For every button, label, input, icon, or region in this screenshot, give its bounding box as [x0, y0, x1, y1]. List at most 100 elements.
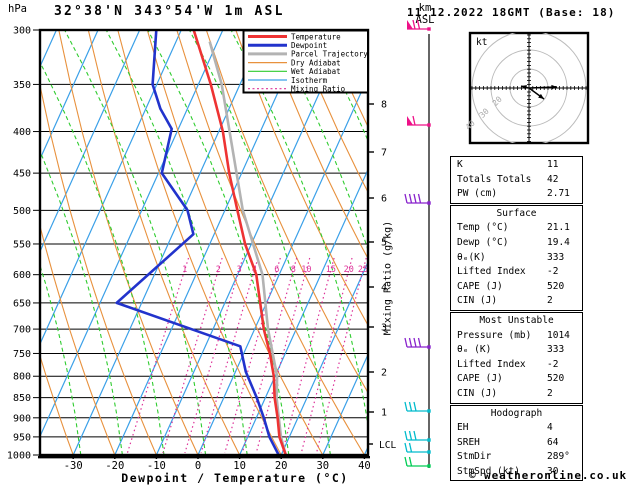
svg-text:1000: 1000: [7, 451, 31, 462]
dry-adiabat: [235, 30, 368, 327]
datetime-label: 11.12.2022 18GMT (Base: 18): [407, 6, 616, 19]
dry-adiabat: [40, 223, 116, 455]
stat-value: 2: [547, 387, 553, 399]
svg-text:10: 10: [301, 265, 311, 275]
wind-barb: [404, 456, 431, 468]
lcl-label: LCL: [379, 440, 396, 451]
stat-value: 333: [547, 344, 565, 356]
isotherm: [322, 353, 368, 455]
stat-label: Totals Totals: [457, 173, 532, 185]
wind-barb: [404, 337, 431, 349]
svg-text:5: 5: [381, 238, 387, 249]
svg-text:900: 900: [13, 413, 31, 424]
mixing-ratio-line: [315, 257, 367, 454]
stat-row: Dewp (°C) 19.4: [451, 236, 582, 251]
stat-label: CIN (J): [457, 387, 498, 399]
svg-text:40: 40: [358, 460, 371, 472]
stat-label: Lifted Index: [457, 358, 526, 370]
stat-row: CAPE (J) 520: [451, 280, 582, 295]
dry-adiabat: [87, 30, 241, 455]
isotherm: [239, 168, 368, 455]
mixing-ratio-line: [255, 257, 311, 454]
stat-row: StmSpd (kt) 30: [451, 465, 582, 480]
stat-row: Pressure (mb) 1014: [451, 329, 582, 344]
isotherm: [114, 30, 307, 455]
wet-adiabat: [64, 30, 207, 455]
wet-adiabat: [105, 30, 248, 455]
stat-row: θₑ(K) 333: [451, 251, 582, 266]
svg-text:7: 7: [381, 148, 387, 159]
svg-text:350: 350: [13, 80, 31, 91]
stat-label: Temp (°C): [457, 222, 509, 234]
dry-adiabat: [205, 30, 368, 394]
stats-box-title: Most Unstable: [479, 314, 554, 326]
svg-text:800: 800: [13, 372, 31, 383]
legend-label: Temperature: [291, 32, 341, 41]
stats-box: Most Unstable Pressure (mb) 1014 θₑ (K) 333 L…: [450, 311, 583, 404]
stat-label: K: [457, 159, 463, 170]
stat-value: 520: [547, 373, 565, 385]
altitude-unit-label: km ASL: [411, 2, 439, 26]
svg-text:650: 650: [13, 298, 31, 309]
stat-label: EH: [457, 422, 469, 434]
svg-text:15: 15: [326, 265, 336, 275]
stat-label: PW (cm): [457, 188, 498, 200]
wind-barb: [407, 19, 431, 31]
svg-text:1: 1: [182, 265, 187, 275]
stat-value: 19.4: [547, 236, 570, 248]
svg-text:1: 1: [381, 408, 387, 419]
stat-value: -2: [547, 266, 559, 278]
stat-label: Pressure (mb): [457, 329, 532, 341]
stat-value: 4: [547, 422, 553, 434]
wet-adiabat: [40, 61, 165, 455]
stat-label: SREH: [457, 436, 480, 448]
svg-text:20: 20: [275, 460, 288, 472]
mixing-ratio-line: [281, 257, 335, 454]
svg-text:700: 700: [13, 325, 31, 336]
legend-label: Parcel Trajectory: [291, 50, 368, 59]
svg-text:3: 3: [237, 265, 242, 275]
stat-label: StmSpd (kt): [457, 465, 520, 477]
stat-row: Totals Totals 42: [451, 173, 582, 188]
curve-parcel-trajectory: [208, 41, 288, 455]
pressure-unit-label: hPa: [8, 3, 27, 15]
mixing-ratio-line: [224, 257, 281, 454]
dry-adiabat: [40, 354, 74, 455]
svg-text:2: 2: [381, 368, 387, 379]
stat-value: 21.1: [547, 222, 570, 234]
stat-value: 30: [547, 465, 559, 477]
dry-adiabat: [40, 83, 157, 455]
stat-value: 2.71: [547, 188, 570, 200]
dry-adiabat: [176, 30, 365, 455]
stat-row: CIN (J) 2: [451, 294, 582, 309]
stat-label: CAPE (J): [457, 280, 503, 292]
mixing-ratio-line: [300, 257, 353, 454]
stat-row: EH 4: [451, 421, 582, 436]
dry-adiabat: [58, 30, 199, 455]
svg-text:6: 6: [381, 194, 387, 205]
isotherm: [40, 30, 99, 161]
stats-box-title: Surface: [496, 207, 537, 219]
stat-row: Lifted Index -2: [451, 358, 582, 373]
stat-value: 520: [547, 280, 565, 292]
wet-adiabat: [272, 30, 368, 253]
stat-value: 333: [547, 251, 565, 263]
stat-label: CIN (J): [457, 295, 498, 307]
stats-box: Hodograph EH 4 SREH 64 StmDir 289° StmSpd (kt) 3…: [450, 404, 583, 482]
svg-text:500: 500: [13, 206, 31, 217]
stat-value: 289°: [547, 451, 570, 463]
stat-label: CAPE (J): [457, 373, 503, 385]
credit: © weatheronline.co.uk: [469, 469, 627, 482]
stats-box: K 11 Totals Totals 42 PW (cm) 2.71: [450, 156, 583, 204]
svg-text:20: 20: [344, 265, 354, 275]
svg-text:8: 8: [381, 100, 387, 111]
km-label: km: [418, 2, 432, 14]
svg-text:750: 750: [13, 349, 31, 360]
svg-text:4: 4: [381, 283, 387, 294]
stat-row: θₑ (K) 333: [451, 343, 582, 358]
stats-box-title: Hodograph: [490, 407, 543, 419]
legend-label: Mixing Ratio: [291, 85, 346, 94]
